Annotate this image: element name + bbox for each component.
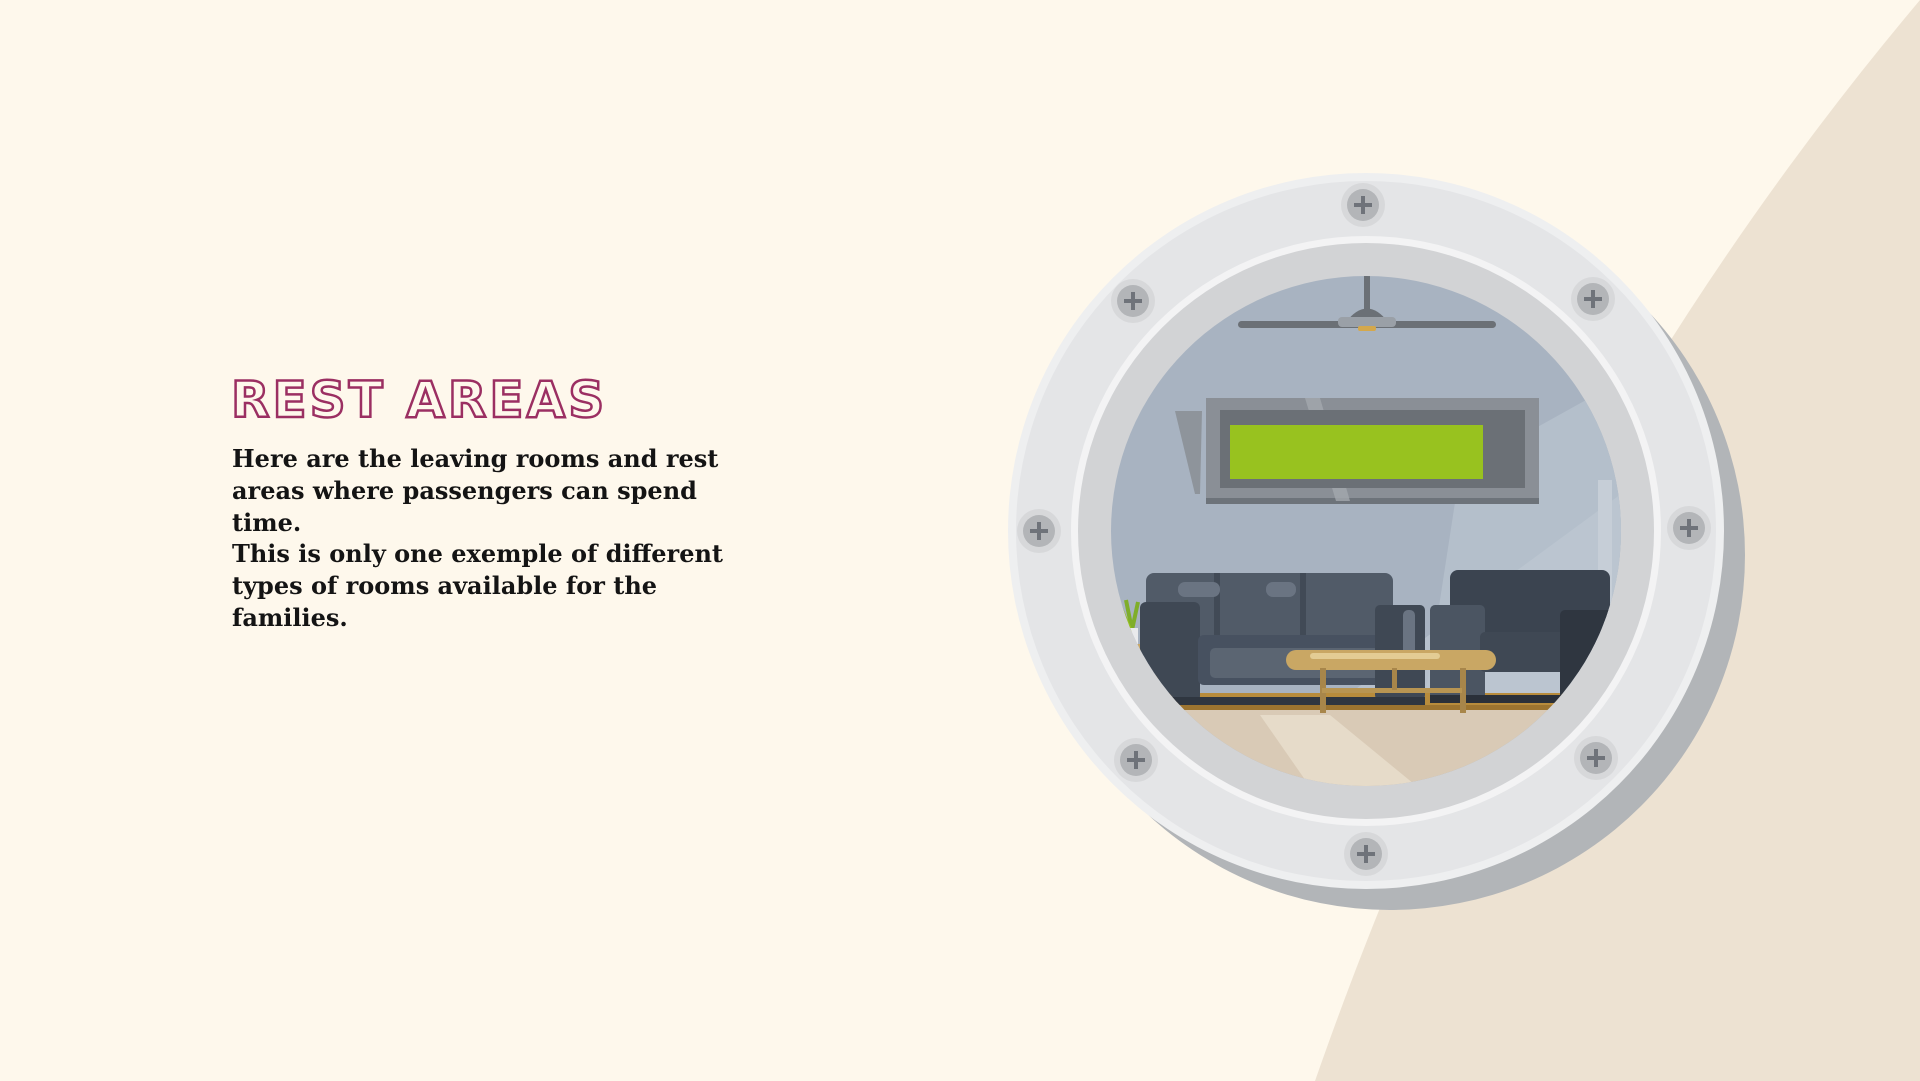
screw-icon [1111, 279, 1155, 323]
screw-icon [1114, 738, 1158, 782]
room-scene [1111, 276, 1621, 786]
screw-icon [1344, 832, 1388, 876]
porthole-illustration [1008, 173, 1745, 910]
tv-screen-icon [1175, 398, 1539, 504]
description-paragraph-2: This is only one exemple of different ty… [232, 539, 724, 632]
coffee-table-icon [1286, 650, 1496, 713]
page-title: REST AREAS [230, 371, 608, 430]
screw-icon [1341, 183, 1385, 227]
screw-icon [1571, 277, 1615, 321]
ceiling-fan-icon [1238, 276, 1496, 331]
screw-icon [1017, 509, 1061, 553]
armchair-icon [1430, 570, 1620, 703]
page-title-text: REST AREAS [230, 371, 608, 430]
description-paragraph-1: Here are the leaving rooms and rest area… [232, 444, 719, 537]
screw-icon [1667, 506, 1711, 550]
screw-icon [1574, 736, 1618, 780]
